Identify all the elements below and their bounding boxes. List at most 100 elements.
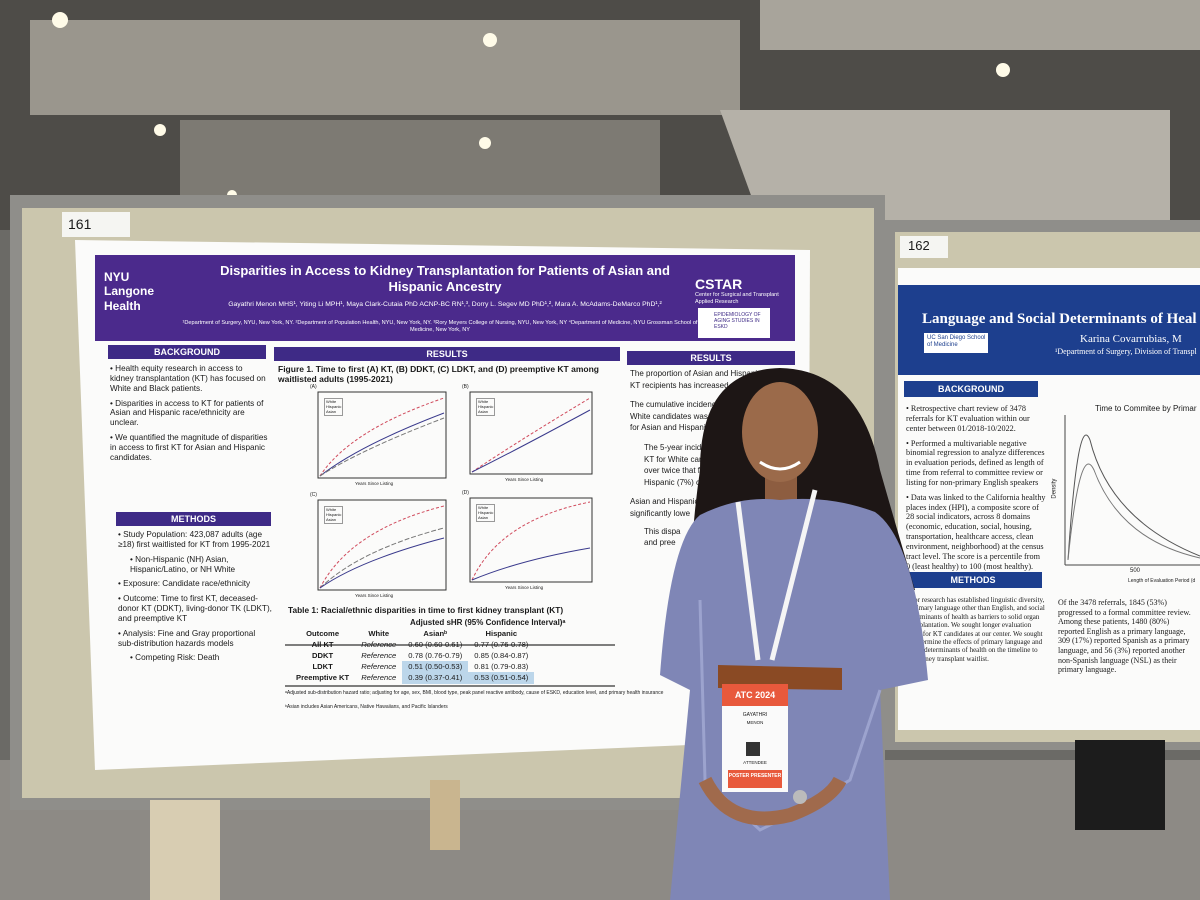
results-table: Outcome White Asianᵇ Hispanic All KT Referen…: [290, 628, 535, 684]
text-line: Asian and Hispanic: [630, 497, 699, 507]
bullet: We quantified the magnitude of dispariti…: [110, 433, 268, 463]
text-line: This dispa: [644, 526, 681, 536]
figure-panels: [317, 391, 593, 591]
bullet: Data was linked to the California health…: [906, 493, 1046, 572]
table-title: Table 1: Racial/ethnic disparities in ti…: [288, 605, 564, 615]
booth-number: 161: [68, 216, 92, 232]
legend-entry: Asian: [478, 408, 489, 414]
x-axis-label: Years Since Listing: [355, 481, 394, 486]
right-chart-x-label: Length of Evaluation Period (d: [1128, 578, 1196, 584]
text-line: significantly lowe: [630, 508, 691, 518]
table-cell: 0.81 (0.79-0.83): [474, 662, 529, 672]
light: [479, 137, 491, 149]
legend: White Hispanic Asian: [476, 398, 496, 417]
legend-entry: Asian: [478, 514, 489, 520]
ucsd-logo: UC San Diego School of Medicine: [927, 335, 986, 349]
ceiling-beam: [760, 0, 1200, 50]
column-header: Hispanic: [485, 629, 518, 638]
column-header: White: [368, 629, 390, 638]
lanyard: [735, 489, 818, 661]
table-cell: Reference: [361, 651, 397, 661]
figure-caption: Figure 1. Time to first (A) KT, (B) DDKT…: [278, 364, 599, 385]
section-heading: METHODS: [116, 512, 271, 526]
light: [154, 124, 166, 136]
dress: [660, 498, 928, 900]
table-cell: 0.51 (0.50-0.53): [402, 661, 469, 673]
bullet: Analysis: Fine and Gray proportional sub…: [118, 629, 273, 649]
panel-label: (B): [462, 384, 469, 390]
legend-entry: White: [326, 399, 337, 404]
column-header: Outcome: [306, 629, 340, 638]
bullet: Outcome: Time to first KT, deceased-dono…: [118, 594, 273, 624]
nyu-logo: NYU Langone Health: [104, 270, 154, 313]
badge-event: ATC 2024: [734, 690, 776, 700]
plot-panel: [469, 497, 593, 583]
face: [742, 382, 818, 482]
bullet: Disparities in access to KT for patients…: [110, 399, 268, 429]
booth-card: [900, 236, 948, 258]
section-heading: METHODS: [904, 572, 1042, 588]
smile: [759, 460, 801, 471]
legend-entry: White: [326, 507, 337, 512]
text-line: KT for White candid: [644, 454, 715, 464]
text-line: The cumulative incidence of K: [630, 400, 737, 410]
results-text: The proportion of Asian and Hispanic KT …: [630, 368, 795, 549]
section-heading: RESULTS: [627, 351, 795, 365]
eskd-logo: EPIDEMIOLOGY OF AGING STUDIES IN ESKD: [714, 312, 761, 330]
legend-entry: Hispanic: [478, 509, 494, 515]
panel-label: (C): [310, 492, 317, 498]
x-axis-label: Years Since Listing: [505, 477, 544, 482]
table-cell: 0.60 (0.60-0.61): [408, 640, 463, 650]
density-curve: [1067, 434, 1200, 561]
cstar-subtitle: Center for Surgical and Transplant Appli…: [695, 292, 779, 305]
text-line: The 5-year incidence: [644, 442, 719, 452]
density-curve: [1067, 463, 1200, 561]
ceiling-duct: [720, 110, 1170, 220]
passerby-leg: [430, 780, 460, 850]
plot-panel: [317, 499, 447, 591]
right-chart: [1064, 415, 1200, 566]
curve: [319, 537, 445, 589]
badge-first-name: GAYATHRI: [742, 712, 768, 718]
bullet: Exposure: Candidate race/ethnicity: [118, 579, 273, 589]
right-poster-title: Language and Social Determinants of Heal: [922, 311, 1197, 327]
legend: White Hispanic Asian: [324, 506, 344, 525]
right-poster-author: Karina Covarrubias, M: [1080, 333, 1182, 345]
booth-card: [62, 212, 130, 237]
passerby-leg: [1075, 740, 1165, 830]
badge-band: [722, 684, 788, 706]
light: [483, 33, 497, 47]
belt: [718, 665, 842, 690]
light: [52, 12, 68, 28]
table-cell: 0.53 (0.51-0.54): [468, 672, 535, 684]
section-heading: BACKGROUND: [108, 345, 266, 359]
column-header: Asianᵇ: [423, 629, 448, 638]
panel-label: (A): [310, 384, 317, 390]
poster-header: [95, 255, 795, 341]
arms: [698, 776, 847, 826]
curve: [319, 527, 445, 589]
ceiling-panel: [30, 20, 740, 115]
right-poster-affiliation: ¹Department of Surgery, Division of Tran…: [1055, 347, 1197, 356]
right-background-list: Retrospective chart review of 3478 refer…: [906, 404, 1046, 577]
right-results-text: Of the 3478 referrals, 1845 (53%) progre…: [1058, 598, 1191, 675]
badge-last-name: MENON: [746, 720, 764, 725]
booth-number: 162: [908, 238, 930, 253]
text-line: over twice that for A: [644, 466, 715, 476]
badge-role: ATTENDEE: [743, 760, 767, 765]
legend-entry: White: [478, 505, 489, 510]
bullet: Retrospective chart review of 3478 refer…: [906, 404, 1046, 434]
curve: [319, 505, 445, 589]
right-chart-x-tick: 500: [1130, 568, 1141, 574]
legend-entry: Hispanic: [478, 403, 494, 409]
poster-title: Disparities in Access to Kidney Transpla…: [220, 263, 670, 294]
table-cell: LDKT: [312, 662, 333, 672]
legend-entry: Asian: [326, 408, 337, 414]
table-cell: 0.39 (0.37-0.41): [402, 672, 469, 684]
plot-panel: [317, 391, 447, 479]
poster-affiliations: ¹Department of Surgery, NYU, New York, N…: [182, 320, 698, 333]
panel-label: (D): [462, 490, 469, 496]
